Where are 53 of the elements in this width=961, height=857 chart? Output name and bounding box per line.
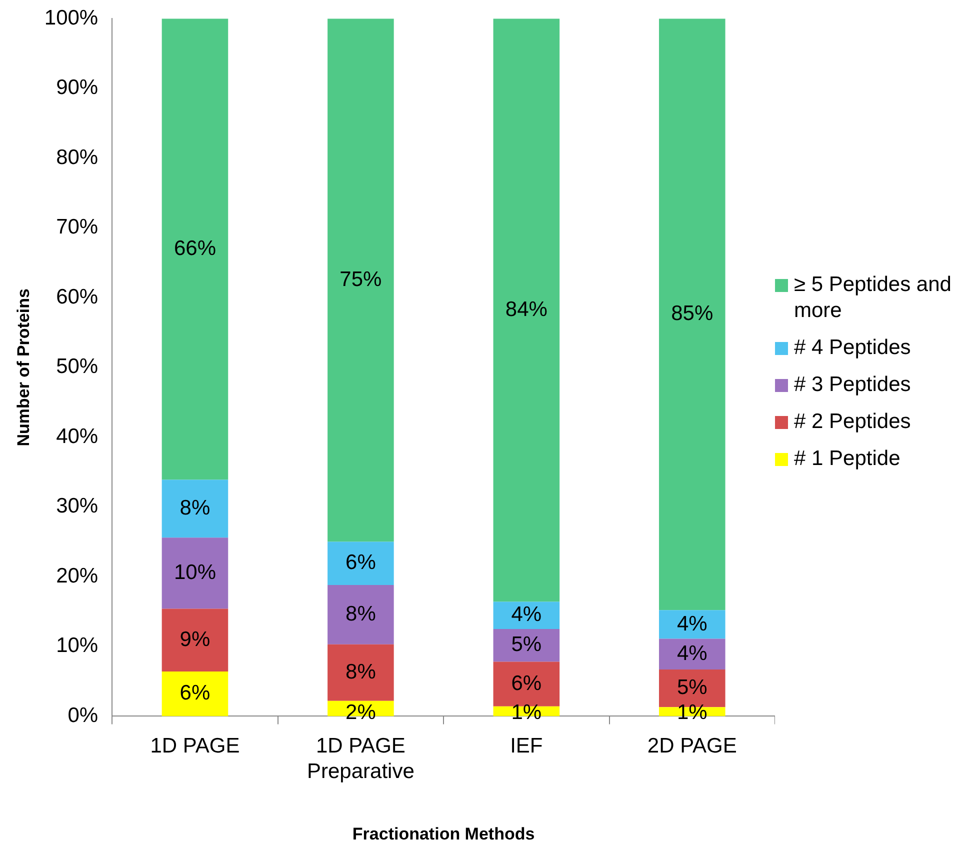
data-label: 8% bbox=[346, 660, 376, 684]
x-tick-label: 1D PAGE bbox=[150, 734, 240, 758]
data-label: 66% bbox=[174, 236, 216, 260]
x-tick-label: IEF bbox=[510, 734, 543, 758]
y-tick-label: 60% bbox=[56, 285, 98, 308]
legend-label: # 3 Peptides bbox=[794, 372, 911, 398]
bar bbox=[658, 610, 726, 639]
y-tick-label: 70% bbox=[56, 216, 98, 239]
y-tick-label: 90% bbox=[56, 76, 98, 100]
data-label: 4% bbox=[511, 603, 542, 626]
data-label: 6% bbox=[180, 682, 210, 705]
y-tick-label: 50% bbox=[56, 355, 98, 378]
data-label: 8% bbox=[346, 602, 376, 626]
data-label: 84% bbox=[505, 298, 548, 321]
bar bbox=[328, 585, 394, 644]
data-label: 5% bbox=[676, 676, 708, 700]
data-label: 85% bbox=[671, 302, 714, 326]
y-tick-label: 80% bbox=[56, 146, 98, 169]
bar bbox=[493, 18, 560, 602]
bar bbox=[328, 644, 394, 701]
y-axis-title: Number of Proteins bbox=[14, 288, 33, 446]
y-tick-label: 40% bbox=[56, 424, 98, 448]
data-label: 5% bbox=[511, 633, 542, 656]
data-label: 9% bbox=[180, 628, 210, 651]
bar bbox=[162, 608, 228, 672]
data-label: 8% bbox=[180, 496, 210, 520]
data-label: 6% bbox=[346, 551, 376, 574]
bar bbox=[162, 672, 228, 716]
y-tick-label: 20% bbox=[56, 564, 98, 588]
y-tick-label: 10% bbox=[56, 634, 98, 658]
bar bbox=[162, 480, 228, 538]
bar bbox=[658, 18, 726, 610]
bar bbox=[493, 629, 560, 662]
data-label: 4% bbox=[676, 612, 708, 636]
legend-label: # 4 Peptides bbox=[794, 335, 911, 361]
legend-label: ≥ 5 Peptides and more bbox=[794, 272, 952, 324]
data-label: 6% bbox=[511, 672, 542, 695]
bar bbox=[328, 542, 394, 586]
legend-label: # 2 Peptides bbox=[794, 409, 911, 435]
data-label: 4% bbox=[676, 642, 708, 665]
y-tick-label: 30% bbox=[56, 494, 98, 518]
bar bbox=[658, 638, 726, 670]
x-tick-label: 1D PAGE Preparative bbox=[307, 734, 414, 783]
y-tick-label: 0% bbox=[68, 704, 98, 727]
x-axis-title: Fractionation Methods bbox=[352, 824, 535, 844]
x-tick-label: 2D PAGE bbox=[647, 734, 737, 758]
legend-label: # 1 Peptide bbox=[794, 446, 900, 472]
bar bbox=[162, 538, 228, 609]
bar bbox=[162, 18, 228, 480]
data-label: 10% bbox=[174, 560, 216, 584]
y-tick-label: 100% bbox=[44, 6, 98, 30]
data-label: 75% bbox=[340, 268, 382, 291]
bar bbox=[328, 18, 394, 542]
